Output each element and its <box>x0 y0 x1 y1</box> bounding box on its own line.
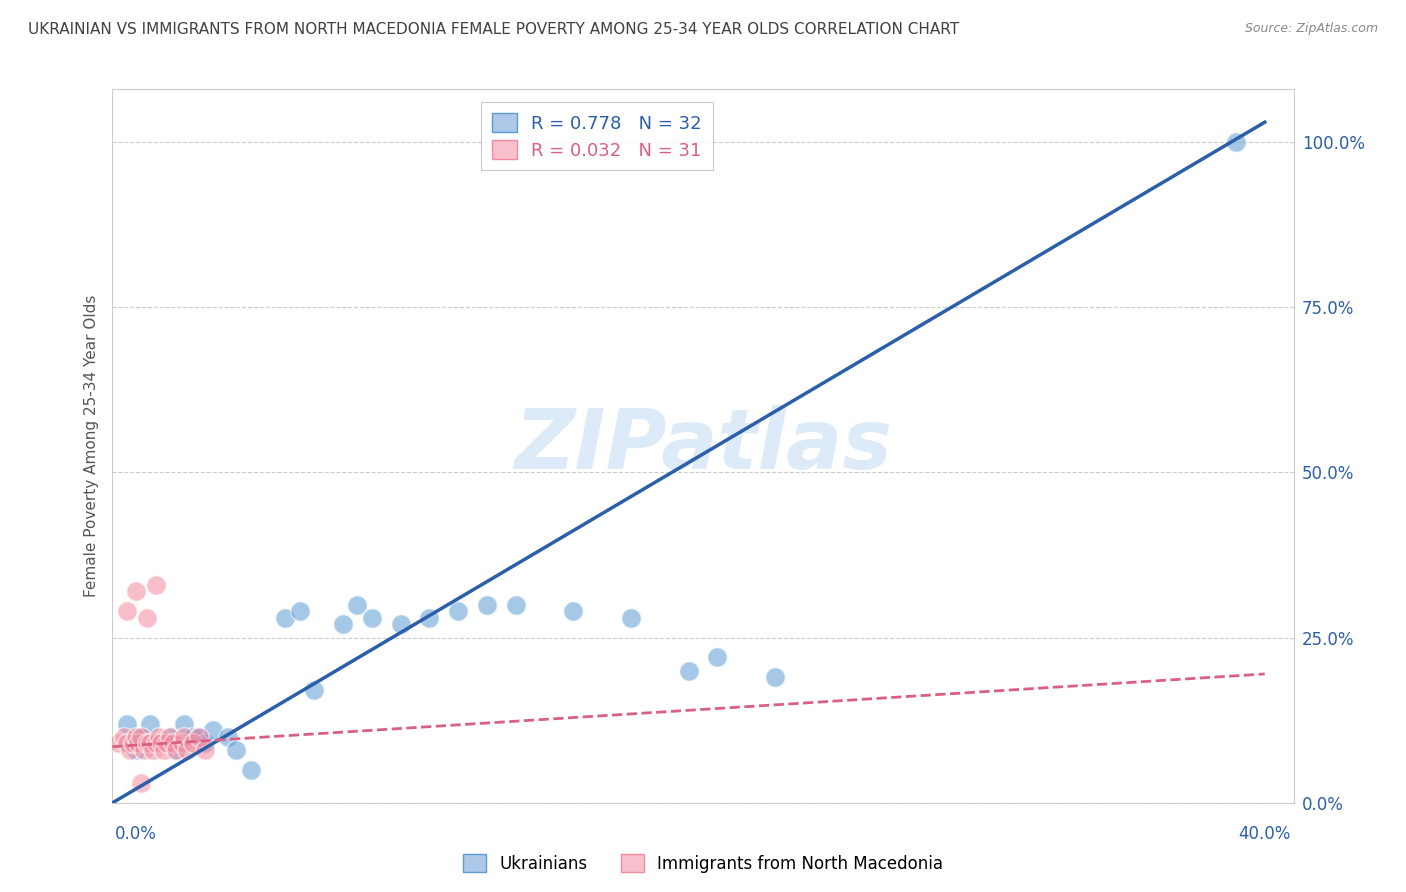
Point <box>139 716 162 731</box>
Point <box>115 604 138 618</box>
Point <box>360 611 382 625</box>
Point <box>156 736 179 750</box>
Text: Source: ZipAtlas.com: Source: ZipAtlas.com <box>1244 22 1378 36</box>
Text: 0.0%: 0.0% <box>115 825 157 843</box>
Point <box>134 743 156 757</box>
Point <box>418 611 440 625</box>
Legend: R = 0.778   N = 32, R = 0.032   N = 31: R = 0.778 N = 32, R = 0.032 N = 31 <box>481 102 713 170</box>
Point <box>150 736 173 750</box>
Point <box>505 598 527 612</box>
Point <box>176 743 198 757</box>
Point <box>763 670 786 684</box>
Point <box>217 730 239 744</box>
Point <box>181 730 204 744</box>
Point <box>562 604 585 618</box>
Point <box>202 723 225 738</box>
Point <box>148 730 170 744</box>
Text: UKRAINIAN VS IMMIGRANTS FROM NORTH MACEDONIA FEMALE POVERTY AMONG 25-34 YEAR OLD: UKRAINIAN VS IMMIGRANTS FROM NORTH MACED… <box>28 22 959 37</box>
Text: ZIPatlas: ZIPatlas <box>515 406 891 486</box>
Point <box>159 730 181 744</box>
Point <box>173 716 195 731</box>
Point <box>706 650 728 665</box>
Point <box>139 736 162 750</box>
Y-axis label: Female Poverty Among 25-34 Year Olds: Female Poverty Among 25-34 Year Olds <box>84 295 100 597</box>
Point <box>170 736 193 750</box>
Text: 40.0%: 40.0% <box>1239 825 1291 843</box>
Point <box>288 604 311 618</box>
Point <box>187 730 209 744</box>
Point <box>107 736 129 750</box>
Point <box>136 736 159 750</box>
Point <box>194 736 217 750</box>
Legend: Ukrainians, Immigrants from North Macedonia: Ukrainians, Immigrants from North Macedo… <box>456 847 950 880</box>
Point <box>165 743 187 757</box>
Point <box>346 598 368 612</box>
Point <box>127 736 149 750</box>
Point <box>142 743 165 757</box>
Point <box>239 763 262 777</box>
Point <box>145 578 167 592</box>
Point <box>475 598 498 612</box>
Point <box>121 736 143 750</box>
Point <box>153 736 176 750</box>
Point <box>389 617 412 632</box>
Point <box>302 683 325 698</box>
Point <box>153 743 176 757</box>
Point <box>332 617 354 632</box>
Point <box>159 730 181 744</box>
Point <box>129 730 152 744</box>
Point <box>165 743 187 757</box>
Point <box>124 584 146 599</box>
Point <box>129 776 152 790</box>
Point <box>112 730 135 744</box>
Point <box>118 743 141 757</box>
Point <box>115 736 138 750</box>
Point <box>136 611 159 625</box>
Point <box>274 611 297 625</box>
Point <box>145 736 167 750</box>
Point <box>1225 135 1247 149</box>
Point <box>173 730 195 744</box>
Point <box>115 716 138 731</box>
Point <box>181 736 204 750</box>
Point <box>129 730 152 744</box>
Point <box>447 604 470 618</box>
Point <box>187 730 209 744</box>
Point <box>678 664 700 678</box>
Point <box>194 743 217 757</box>
Point <box>124 743 146 757</box>
Point <box>124 730 146 744</box>
Point <box>620 611 643 625</box>
Point <box>162 736 184 750</box>
Point <box>225 743 247 757</box>
